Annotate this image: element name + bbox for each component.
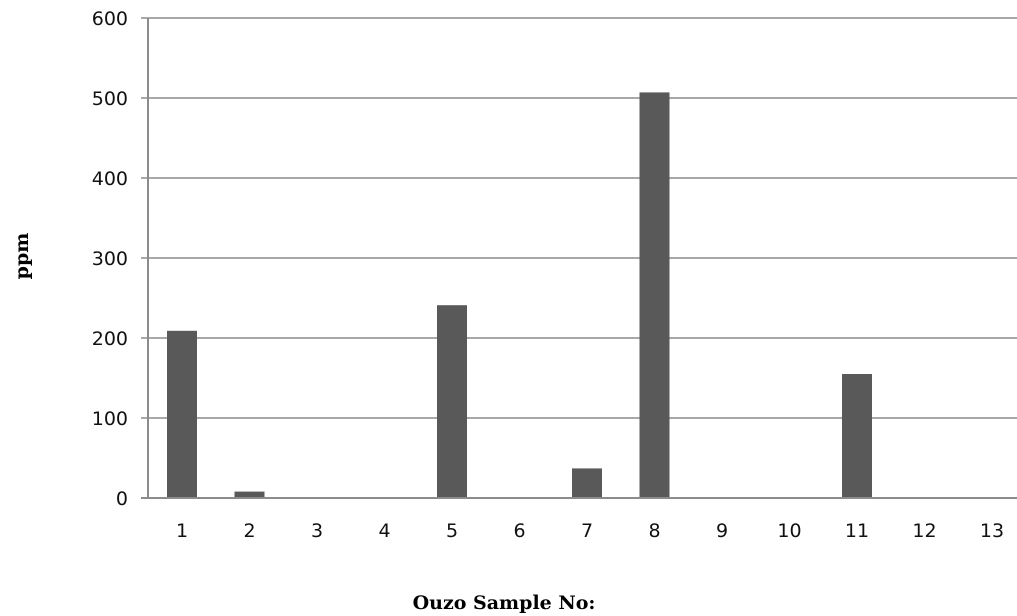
y-tick-labels: 0 100 200 300 400 500 600 <box>92 8 128 510</box>
y-axis-title: ppm <box>11 233 33 280</box>
y-tick-label: 300 <box>92 248 128 270</box>
x-tick-label: 12 <box>912 520 936 542</box>
y-tick-label: 200 <box>92 328 128 350</box>
y-tick-label: 100 <box>92 408 128 430</box>
y-tick-label: 0 <box>116 488 128 510</box>
x-tick-label: 7 <box>581 520 593 542</box>
bar-sample-1 <box>167 330 197 498</box>
x-tick-label: 3 <box>311 520 323 542</box>
x-tick-label: 8 <box>648 520 660 542</box>
x-tick-label: 4 <box>378 520 390 542</box>
y-tick-label: 500 <box>92 88 128 110</box>
x-tick-label: 1 <box>176 520 188 542</box>
x-tick-label: 13 <box>980 520 1004 542</box>
bars <box>167 92 872 499</box>
x-tick-label: 5 <box>446 520 458 542</box>
y-tick-label: 400 <box>92 168 128 190</box>
bar-sample-2 <box>234 491 265 498</box>
axes <box>141 18 1017 499</box>
bar-sample-11 <box>842 374 872 498</box>
x-axis-title: Ouzo Sample No: <box>413 592 596 614</box>
gridlines <box>141 17 1017 499</box>
x-tick-label: 10 <box>777 520 801 542</box>
x-tick-labels: 1 2 3 4 5 6 7 8 9 10 11 12 13 <box>176 520 1004 542</box>
x-tick-label: 2 <box>243 520 255 542</box>
x-tick-label: 6 <box>513 520 525 542</box>
bar-sample-8 <box>639 92 670 499</box>
bar-sample-5 <box>437 305 467 498</box>
x-tick-label: 9 <box>716 520 728 542</box>
x-tick-label: 11 <box>845 520 869 542</box>
bar-sample-7 <box>572 468 602 498</box>
y-tick-label: 600 <box>92 8 128 30</box>
